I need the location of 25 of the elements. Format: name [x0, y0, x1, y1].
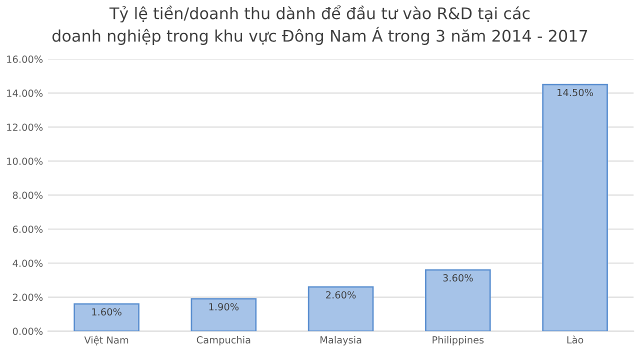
data-label: 3.60%: [443, 274, 473, 282]
x-tick-label: Philippines: [432, 336, 484, 346]
bar: [190, 298, 257, 332]
y-tick-label: 4.00%: [12, 260, 43, 267]
bar: [425, 269, 491, 332]
y-tick-label: 8.00%: [12, 192, 43, 199]
y-tick-label: 6.00%: [12, 226, 43, 233]
data-label: 1.90%: [209, 303, 239, 310]
bar: [74, 303, 140, 332]
data-label: 2.60%: [326, 291, 356, 299]
bar: [308, 286, 374, 332]
data-label: 1.60%: [92, 308, 122, 316]
y-tick-label: 12.00%: [7, 124, 43, 131]
bar: [542, 84, 608, 332]
x-tick-label: Việt Nam: [84, 336, 128, 346]
data-label: 14.50%: [558, 88, 594, 96]
y-tick-label: 10.00%: [7, 158, 43, 165]
y-tick-label: 14.00%: [7, 90, 43, 97]
y-tick-label: 16.00%: [7, 56, 43, 63]
x-tick-label: Campuchia: [196, 336, 250, 346]
chart-title: Tỷ lệ tiền/doanh thu dành để đầu tư vào R&D tại các doanh nghiệp trong khu vực Đông Nam Á trong 3 năm 2014 - 2017: [52, 5, 588, 45]
y-tick-label: 2.00%: [12, 294, 43, 301]
x-tick-label: Malaysia: [320, 336, 362, 346]
y-tick-label: 0.00%: [12, 328, 43, 335]
x-tick-label: Lào: [567, 336, 584, 344]
